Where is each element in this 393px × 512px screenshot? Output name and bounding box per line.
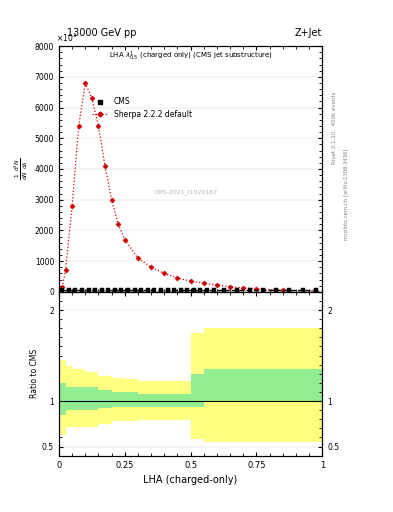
Text: mcplots.cern.ch [arXiv:1306.3436]: mcplots.cern.ch [arXiv:1306.3436] [344,149,349,240]
Text: CMS-2021_I1920187: CMS-2021_I1920187 [153,189,217,195]
Text: 13000 GeV pp: 13000 GeV pp [67,28,136,38]
Y-axis label: $\frac{1}{\mathrm{d}N} \frac{\mathrm{d}^2N}{\mathrm{d}\lambda}$: $\frac{1}{\mathrm{d}N} \frac{\mathrm{d}^… [13,158,30,180]
Text: Rivet 3.1.10,  400k events: Rivet 3.1.10, 400k events [332,92,337,164]
X-axis label: LHA (charged-only): LHA (charged-only) [143,475,238,485]
Text: Z+Jet: Z+Jet [295,28,322,38]
Text: $\times10^{3}$: $\times10^{3}$ [56,31,77,44]
Legend: CMS, Sherpa 2.2.2 default: CMS, Sherpa 2.2.2 default [89,94,195,122]
Y-axis label: Ratio to CMS: Ratio to CMS [30,349,39,398]
Text: LHA $\lambda^{1}_{0.5}$ (charged only) (CMS jet substructure): LHA $\lambda^{1}_{0.5}$ (charged only) (… [108,50,273,63]
